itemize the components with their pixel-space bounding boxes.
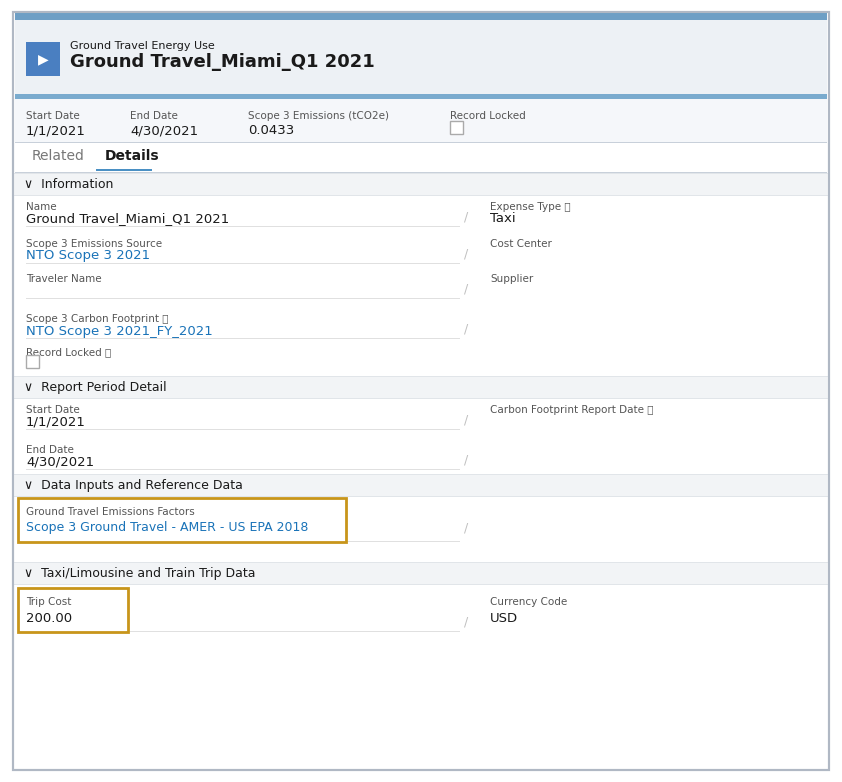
Text: /: / xyxy=(464,454,468,467)
Text: USD: USD xyxy=(490,612,518,626)
Bar xyxy=(13,173,829,195)
Text: Ground Travel Energy Use: Ground Travel Energy Use xyxy=(70,41,215,51)
Bar xyxy=(15,172,827,173)
Text: Traveler Name: Traveler Name xyxy=(26,274,102,284)
Text: /: / xyxy=(464,210,468,224)
Text: /: / xyxy=(464,414,468,426)
Text: Record Locked: Record Locked xyxy=(450,111,525,121)
Bar xyxy=(96,168,152,171)
Text: Name: Name xyxy=(26,202,56,212)
Bar xyxy=(15,94,827,99)
Text: 200.00: 200.00 xyxy=(26,612,72,626)
Text: 1/1/2021: 1/1/2021 xyxy=(26,124,86,138)
Text: ∨  Report Period Detail: ∨ Report Period Detail xyxy=(24,381,167,393)
Bar xyxy=(18,498,346,542)
Text: NTO Scope 3 2021_FY_2021: NTO Scope 3 2021_FY_2021 xyxy=(26,325,213,338)
Bar xyxy=(15,94,827,142)
Text: End Date: End Date xyxy=(26,445,74,455)
Text: NTO Scope 3 2021: NTO Scope 3 2021 xyxy=(26,249,150,263)
Text: ∨  Data Inputs and Reference Data: ∨ Data Inputs and Reference Data xyxy=(24,479,242,492)
Text: /: / xyxy=(464,322,468,335)
Text: ∨  Information: ∨ Information xyxy=(24,178,114,191)
Text: /: / xyxy=(464,247,468,260)
Text: Ground Travel Emissions Factors: Ground Travel Emissions Factors xyxy=(26,507,195,517)
Text: /: / xyxy=(464,522,468,535)
Text: ▶: ▶ xyxy=(38,52,48,66)
Text: End Date: End Date xyxy=(130,111,178,121)
Bar xyxy=(13,562,829,584)
Text: Start Date: Start Date xyxy=(26,405,80,415)
Text: 4/30/2021: 4/30/2021 xyxy=(26,455,94,468)
Text: Scope 3 Carbon Footprint ⓘ: Scope 3 Carbon Footprint ⓘ xyxy=(26,314,168,324)
Bar xyxy=(15,142,827,172)
Bar xyxy=(26,42,60,76)
Bar xyxy=(450,121,463,134)
Text: Details: Details xyxy=(105,149,160,163)
Text: Currency Code: Currency Code xyxy=(490,597,568,607)
Text: Scope 3 Emissions (tCO2e): Scope 3 Emissions (tCO2e) xyxy=(248,111,389,121)
Text: /: / xyxy=(464,615,468,629)
Text: Ground Travel_Miami_Q1 2021: Ground Travel_Miami_Q1 2021 xyxy=(70,53,375,71)
Text: Start Date: Start Date xyxy=(26,111,80,121)
Text: Scope 3 Ground Travel - AMER - US EPA 2018: Scope 3 Ground Travel - AMER - US EPA 20… xyxy=(26,522,308,535)
Text: Supplier: Supplier xyxy=(490,274,533,284)
Text: Ground Travel_Miami_Q1 2021: Ground Travel_Miami_Q1 2021 xyxy=(26,213,229,225)
Text: Carbon Footprint Report Date ⓘ: Carbon Footprint Report Date ⓘ xyxy=(490,405,653,415)
Text: ∨  Taxi/Limousine and Train Trip Data: ∨ Taxi/Limousine and Train Trip Data xyxy=(24,566,255,579)
Bar xyxy=(13,474,829,496)
Text: Cost Center: Cost Center xyxy=(490,239,552,249)
Text: /: / xyxy=(464,282,468,296)
Text: 4/30/2021: 4/30/2021 xyxy=(130,124,198,138)
Bar xyxy=(15,142,827,143)
Bar xyxy=(26,355,39,368)
Bar xyxy=(15,20,827,94)
Bar xyxy=(18,588,128,632)
Text: 1/1/2021: 1/1/2021 xyxy=(26,415,86,429)
Text: 0.0433: 0.0433 xyxy=(248,124,294,138)
Text: Taxi: Taxi xyxy=(490,213,515,225)
Text: Expense Type ⓘ: Expense Type ⓘ xyxy=(490,202,571,212)
Bar xyxy=(13,376,829,398)
Text: Record Locked ⓘ: Record Locked ⓘ xyxy=(26,347,111,357)
Text: Trip Cost: Trip Cost xyxy=(26,597,72,607)
Text: Scope 3 Emissions Source: Scope 3 Emissions Source xyxy=(26,239,163,249)
Text: Related: Related xyxy=(32,149,85,163)
Bar xyxy=(15,12,827,20)
